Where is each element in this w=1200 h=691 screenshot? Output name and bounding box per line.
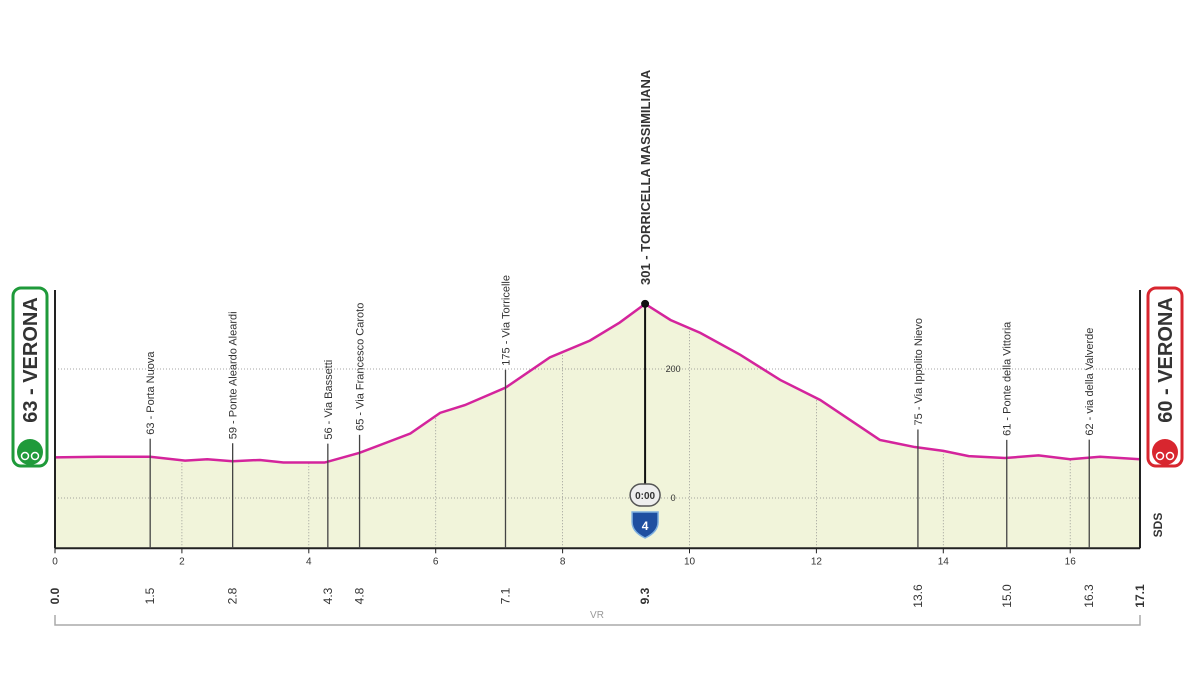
climb-category: 4 [642,519,649,533]
town-icon [1152,439,1178,465]
x-tick-label: 12 [811,556,823,567]
y-tick-label: 200 [666,364,681,374]
province-label: VR [590,610,604,621]
town-icon-wheel [1155,451,1165,461]
x-tick-label: 16 [1065,556,1077,567]
summit-dot [641,299,650,308]
province-bracket [54,615,1141,626]
waypoint-name: 61 - Ponte della Vittoria [1002,321,1014,436]
town-icon-wheel [20,451,30,461]
km-label: 9.3 [638,587,652,604]
x-tick-label: 0 [52,556,58,567]
y-tick-label: 0 [671,493,676,503]
km-label: 1.5 [143,587,157,604]
profile-area [55,303,1140,549]
town-name: 60 - VERONA [1155,297,1177,423]
km-label: 15.0 [1000,584,1014,608]
km-label: 4.3 [321,587,335,604]
waypoint-name: 75 - Via Ippolito Nievo [913,318,925,425]
km-label: 0.0 [48,587,62,604]
km-label: 13.6 [911,584,925,608]
waypoint-name: 56 - Via Bassetti [323,360,335,440]
km-label: 7.1 [498,587,512,604]
town-icon-wheel [30,451,40,461]
km-label: 16.3 [1082,584,1096,608]
x-tick-label: 4 [306,556,312,567]
timer-label: 0:00 [635,491,655,502]
x-tick-label: 6 [433,556,439,567]
km-label: 17.1 [1133,584,1147,608]
profile-line [54,302,1141,464]
town-box [11,286,49,468]
town-icon-wheel [1165,451,1175,461]
waypoint-name: 62 - via della Valverde [1084,328,1096,436]
waypoint-name: 65 - Via Francesco Caroto [355,303,367,431]
timer-badge [629,483,661,507]
x-tick-label: 10 [684,556,696,567]
waypoint-name: 59 - Ponte Aleardo Aleardi [228,311,240,439]
km-label: 2.8 [226,587,240,604]
logo: SDS [1151,513,1165,538]
town-name: 63 - VERONA [20,297,42,423]
climb-shield [631,511,659,539]
waypoint-name: 175 - Via Torricelle [500,275,512,366]
km-label: 4.8 [353,587,367,604]
x-tick-label: 14 [938,556,950,567]
x-tick-label: 8 [560,556,566,567]
summit-name: 301 - TORRICELLA MASSIMILIANA [638,69,653,285]
x-tick-label: 2 [179,556,185,567]
town-icon [17,439,43,465]
waypoint-name: 63 - Porta Nuova [145,351,157,435]
town-box [1146,286,1184,468]
